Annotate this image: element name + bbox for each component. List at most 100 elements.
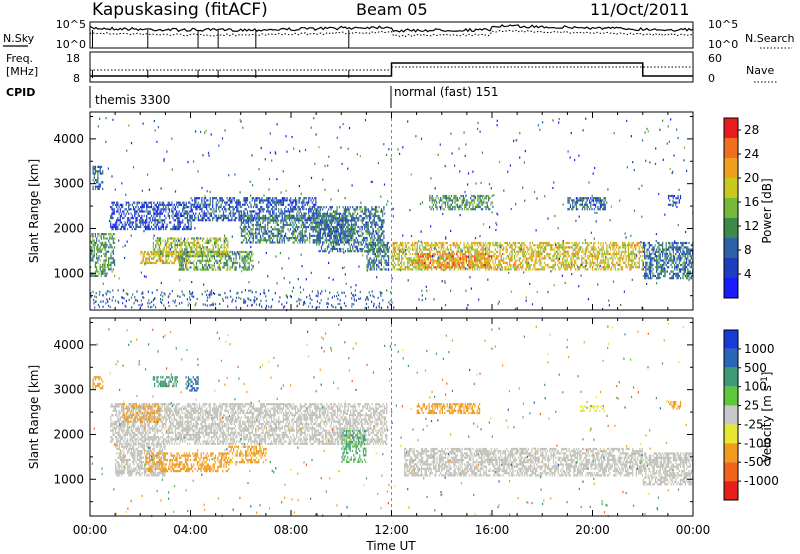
power-colorbar-swatch bbox=[724, 178, 738, 198]
freq-nave-traces bbox=[90, 62, 693, 78]
power-blob bbox=[366, 241, 390, 271]
power-blob bbox=[110, 201, 192, 231]
velocity-y-axis: 1000 2000 3000 4000 bbox=[53, 321, 693, 503]
power-colorbar-tick-label: 4 bbox=[744, 267, 752, 281]
x-tick-label: 04:00 bbox=[173, 523, 208, 537]
nsky-label: N.Sky bbox=[3, 32, 35, 45]
nave-tick-top: 60 bbox=[708, 52, 722, 65]
y-tick-label: 3000 bbox=[53, 383, 84, 397]
x-tick-label: 08:00 bbox=[274, 523, 309, 537]
x-axis-label: Time UT bbox=[365, 539, 416, 553]
y-tick-label: 4000 bbox=[53, 132, 84, 146]
power-blob bbox=[177, 250, 254, 271]
nsearch-label: N.Search bbox=[745, 32, 795, 45]
velocity-colorbar-tick-label: 25 bbox=[744, 399, 759, 413]
power-colorbar: 4 8 12 16 20 24 28 bbox=[723, 117, 759, 299]
power-colorbar-tick-label: 16 bbox=[744, 195, 759, 209]
nave-trace bbox=[90, 66, 693, 71]
power-colorbar-swatch bbox=[724, 158, 738, 178]
velocity-colorbar-label: Velocity [m s-1] bbox=[760, 372, 774, 463]
velocity-blob bbox=[152, 376, 178, 388]
y-tick-label: 2000 bbox=[53, 221, 84, 235]
nsky-trace bbox=[89, 24, 694, 33]
freq-trace bbox=[90, 62, 693, 77]
station-title: Kapuskasing (fitACF) bbox=[92, 0, 268, 20]
power-colorbar-swatch bbox=[724, 218, 738, 238]
x-tick-label: 20:00 bbox=[575, 523, 610, 537]
velocity-colorbar-swatch bbox=[724, 481, 738, 500]
velocity-colorbar-swatch bbox=[724, 386, 738, 406]
velocity-colorbar-tick-label: -1000 bbox=[744, 474, 779, 488]
freq-label-2: [MHz] bbox=[6, 65, 38, 78]
velocity-colorbar-tick-label: -25 bbox=[744, 417, 764, 431]
cpid-segment-2: normal (fast) 151 bbox=[394, 85, 498, 99]
power-blob bbox=[92, 165, 104, 190]
freq-label-1: Freq. bbox=[6, 52, 33, 65]
velocity-blob bbox=[579, 405, 606, 412]
power-sparse-echoes bbox=[90, 117, 694, 312]
y-tick-label: 1000 bbox=[53, 472, 84, 486]
y-tick-label: 3000 bbox=[53, 177, 84, 191]
power-colorbar-swatch bbox=[724, 198, 738, 218]
power-colorbar-tick-label: 24 bbox=[744, 147, 759, 161]
noise-panel-frame bbox=[89, 21, 694, 49]
power-colorbar-frame bbox=[723, 117, 739, 299]
power-blob bbox=[667, 194, 682, 206]
power-y-label: Slant Range [km] bbox=[27, 159, 41, 263]
x-tick-label: 00:00 bbox=[676, 523, 711, 537]
beam-title: Beam 05 bbox=[356, 0, 428, 19]
velocity-colorbar-swatch bbox=[724, 462, 738, 482]
noise-traces bbox=[89, 24, 694, 48]
freq-tick-bottom: 8 bbox=[73, 72, 80, 85]
date-title: 11/Oct/2011 bbox=[590, 0, 690, 19]
power-blob bbox=[642, 241, 694, 280]
y-tick-label: 2000 bbox=[53, 427, 84, 441]
noise-tick-bottom-right: 10^0 bbox=[708, 38, 738, 51]
y-tick-label: 1000 bbox=[53, 266, 84, 280]
velocity-colorbar-swatch bbox=[724, 367, 738, 387]
velocity-colorbar-tick-label: -100 bbox=[744, 436, 771, 450]
velocity-blob bbox=[228, 445, 267, 464]
power-blob bbox=[90, 233, 116, 277]
noise-tick-bottom-left: 10^0 bbox=[56, 38, 86, 51]
velocity-heatmap bbox=[91, 318, 694, 518]
power-blob bbox=[567, 197, 606, 211]
power-y-axis: 1000 2000 3000 4000 bbox=[53, 115, 693, 297]
ground-scatter-region bbox=[115, 443, 166, 477]
power-colorbar-swatch bbox=[724, 258, 738, 278]
ground-scatter-region bbox=[404, 447, 643, 477]
velocity-blob bbox=[667, 400, 682, 410]
cpid-segment-1: themis 3300 bbox=[95, 93, 170, 107]
power-colorbar-tick-label: 12 bbox=[744, 219, 759, 233]
ground-scatter-region bbox=[642, 452, 694, 486]
velocity-blob bbox=[416, 403, 481, 415]
power-blob bbox=[316, 206, 385, 253]
velocity-blob bbox=[122, 403, 162, 423]
velocity-sparse-echoes bbox=[91, 322, 687, 518]
velocity-colorbar-tick-label: 500 bbox=[744, 361, 767, 375]
velocity-blob bbox=[145, 452, 230, 473]
y-tick-label: 4000 bbox=[53, 338, 84, 352]
noise-tick-top-left: 10^5 bbox=[56, 18, 86, 31]
velocity-colorbar-tick-label: 1000 bbox=[744, 342, 775, 356]
velocity-colorbar-frame bbox=[723, 329, 739, 501]
ground-scatter-region bbox=[110, 403, 388, 445]
time-x-axis: 00:00 04:00 08:00 12:00 16:00 20:00 00:00 bbox=[73, 112, 711, 537]
power-colorbar-swatch bbox=[724, 138, 738, 158]
velocity-colorbar-swatch bbox=[724, 443, 738, 463]
power-colorbar-tick-label: 8 bbox=[744, 243, 752, 257]
velocity-colorbar-swatch bbox=[724, 424, 738, 444]
power-blob bbox=[429, 194, 493, 211]
power-colorbar-label: Power [dB] bbox=[760, 178, 774, 243]
power-colorbar-tick-label: 20 bbox=[744, 171, 759, 185]
power-colorbar-swatch bbox=[724, 278, 738, 298]
power-colorbar-swatch bbox=[724, 238, 738, 258]
velocity-colorbar: 1000 500 100 25 -25 -100 -500 -1000 bbox=[723, 329, 779, 501]
nave-tick-bottom: 0 bbox=[708, 72, 715, 85]
velocity-colorbar-tick-label: 100 bbox=[744, 380, 767, 394]
velocity-colorbar-swatch bbox=[724, 330, 738, 349]
noise-tick-top-right: 10^5 bbox=[708, 18, 738, 31]
velocity-y-label: Slant Range [km] bbox=[27, 365, 41, 469]
freq-tick-top: 18 bbox=[66, 52, 80, 65]
